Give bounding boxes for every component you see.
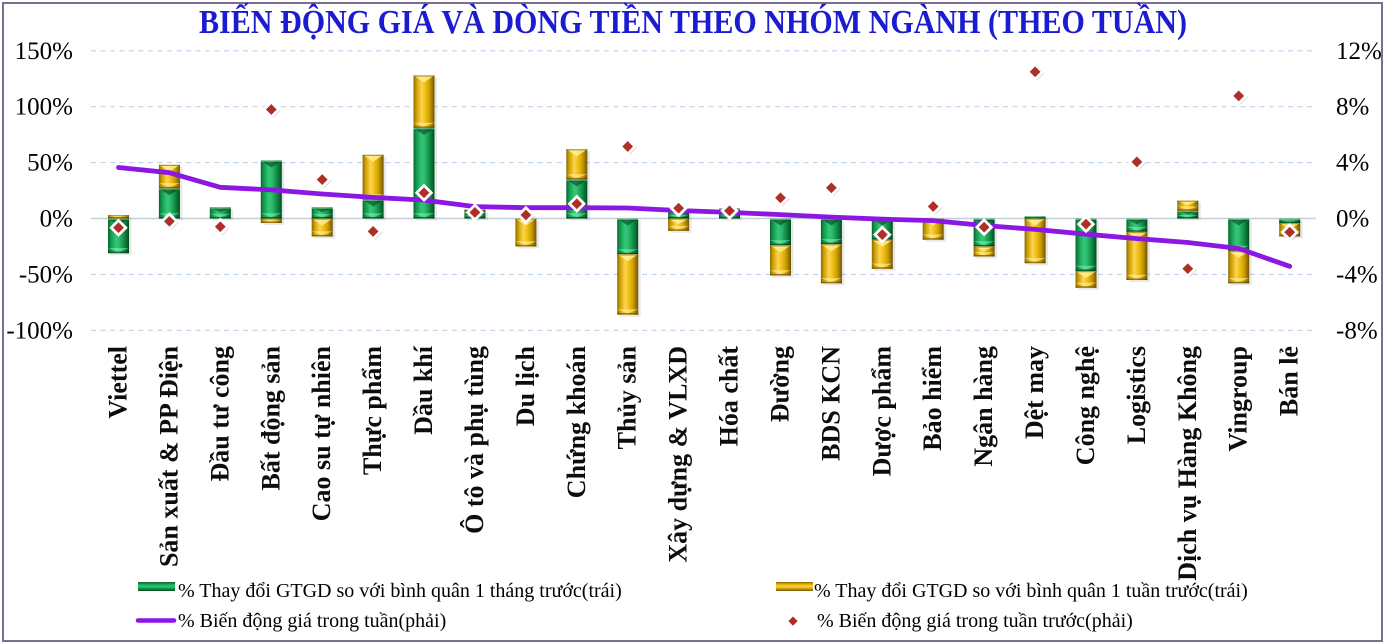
svg-text:Cao su tự nhiên: Cao su tự nhiên — [307, 345, 336, 521]
svg-text:Thủy sản: Thủy sản — [613, 345, 642, 449]
svg-text:Bán lẻ: Bán lẻ — [1275, 346, 1304, 416]
svg-text:Sản xuất & PP Điện: Sản xuất & PP Điện — [154, 345, 183, 567]
svg-text:Dịch vụ Hàng Không: Dịch vụ Hàng Không — [1173, 346, 1202, 581]
svg-text:BIẾN ĐỘNG GIÁ VÀ DÒNG TIỀN THE: BIẾN ĐỘNG GIÁ VÀ DÒNG TIỀN THEO NHÓM NGÀ… — [199, 2, 1187, 41]
svg-text:% Thay đổi GTGD so với bình qu: % Thay đổi GTGD so với bình quân 1 tuần … — [814, 580, 1248, 602]
svg-text:Dầu khí: Dầu khí — [409, 345, 438, 435]
svg-text:Đầu tư công: Đầu tư công — [205, 346, 234, 482]
svg-text:12%: 12% — [1336, 38, 1382, 65]
svg-text:% Thay đổi GTGD so với bình qu: % Thay đổi GTGD so với bình quân 1 tháng… — [178, 580, 622, 602]
svg-text:-8%: -8% — [1336, 317, 1378, 344]
svg-text:BDS KCN: BDS KCN — [816, 346, 845, 461]
svg-text:-100%: -100% — [6, 317, 73, 344]
svg-text:50%: 50% — [27, 150, 73, 177]
svg-text:Hóa chất: Hóa chất — [715, 346, 744, 447]
svg-text:Dược phẩm: Dược phẩm — [867, 346, 896, 477]
svg-text:Ngân hàng: Ngân hàng — [969, 346, 998, 467]
svg-text:4%: 4% — [1336, 150, 1369, 177]
svg-text:Ô tô và phụ tùng: Ô tô và phụ tùng — [460, 346, 489, 534]
svg-text:8%: 8% — [1336, 94, 1369, 121]
svg-text:0%: 0% — [40, 206, 73, 233]
svg-text:0%: 0% — [1336, 206, 1369, 233]
svg-text:Công nghệ: Công nghệ — [1071, 346, 1100, 465]
svg-text:Thực phẩm: Thực phẩm — [358, 346, 387, 475]
svg-text:Đường: Đường — [766, 346, 795, 422]
svg-text:Viettel: Viettel — [104, 346, 133, 419]
svg-text:150%: 150% — [15, 38, 73, 65]
svg-text:Du lịch: Du lịch — [511, 345, 540, 426]
svg-text:Bảo hiểm: Bảo hiểm — [918, 346, 947, 451]
svg-text:Bất động sản: Bất động sản — [256, 345, 285, 490]
svg-text:100%: 100% — [15, 94, 73, 121]
svg-text:% Biến động giá trong tuần(phả: % Biến động giá trong tuần(phải) — [178, 610, 446, 632]
svg-text:Xây dựng & VLXD: Xây dựng & VLXD — [664, 346, 693, 563]
svg-text:Logistics: Logistics — [1122, 346, 1151, 444]
svg-text:% Biến động giá trong tuần trư: % Biến động giá trong tuần trước(phải) — [817, 610, 1133, 632]
svg-text:Vingroup: Vingroup — [1224, 346, 1253, 452]
svg-text:Dệt may: Dệt may — [1020, 346, 1049, 439]
svg-text:Chứng khoán: Chứng khoán — [562, 345, 591, 498]
svg-text:-4%: -4% — [1336, 261, 1378, 288]
svg-text:-50%: -50% — [19, 261, 73, 288]
